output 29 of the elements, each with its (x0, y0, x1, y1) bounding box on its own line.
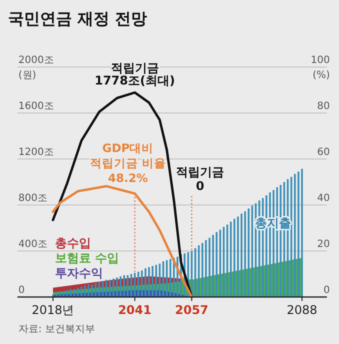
y2-tick-label: 60 (317, 147, 330, 158)
y-tick-label: 400조 (18, 239, 48, 250)
y2-tick-label: 40 (317, 193, 330, 204)
x-tick-label: 2041 (118, 303, 152, 317)
annotation: 1778조(최대) (94, 74, 175, 88)
y2-axis-title: (%) (312, 70, 330, 81)
y2-tick-label: 100 (310, 55, 330, 66)
annotation: 적립기금 0 (176, 165, 224, 193)
y-tick-label: 1600조 (18, 101, 54, 112)
chart-title: 국민연금 재정 전망 (8, 9, 148, 28)
annotation: 48.2% (108, 171, 148, 185)
series-label: 총지출 (255, 216, 291, 230)
y-tick-label: 0 (18, 285, 25, 296)
x-tick-label: 2057 (175, 303, 208, 317)
y-tick-label: 800조 (18, 193, 48, 204)
y2-tick-label: 0 (324, 285, 330, 296)
y-tick-label: 2000조 (18, 55, 54, 66)
y-axis-title: (원) (18, 70, 36, 81)
text: 자료: 보건복지부 (18, 324, 95, 335)
series-label: 투자수익 (55, 266, 103, 280)
y2-tick-label: 20 (317, 239, 330, 250)
text: 총수입 (55, 236, 91, 250)
x-tick-label: 2018년 (32, 303, 74, 317)
y2-tick-label: 80 (317, 101, 330, 112)
y-tick-label: 1200조 (18, 147, 54, 158)
series-label: 적립기금 (111, 61, 159, 75)
x-tick-label: 2088 (286, 303, 318, 317)
series-label: 보험료 수입 (55, 251, 120, 265)
series-label: GDP대비 적립기금 비율 (90, 141, 166, 170)
